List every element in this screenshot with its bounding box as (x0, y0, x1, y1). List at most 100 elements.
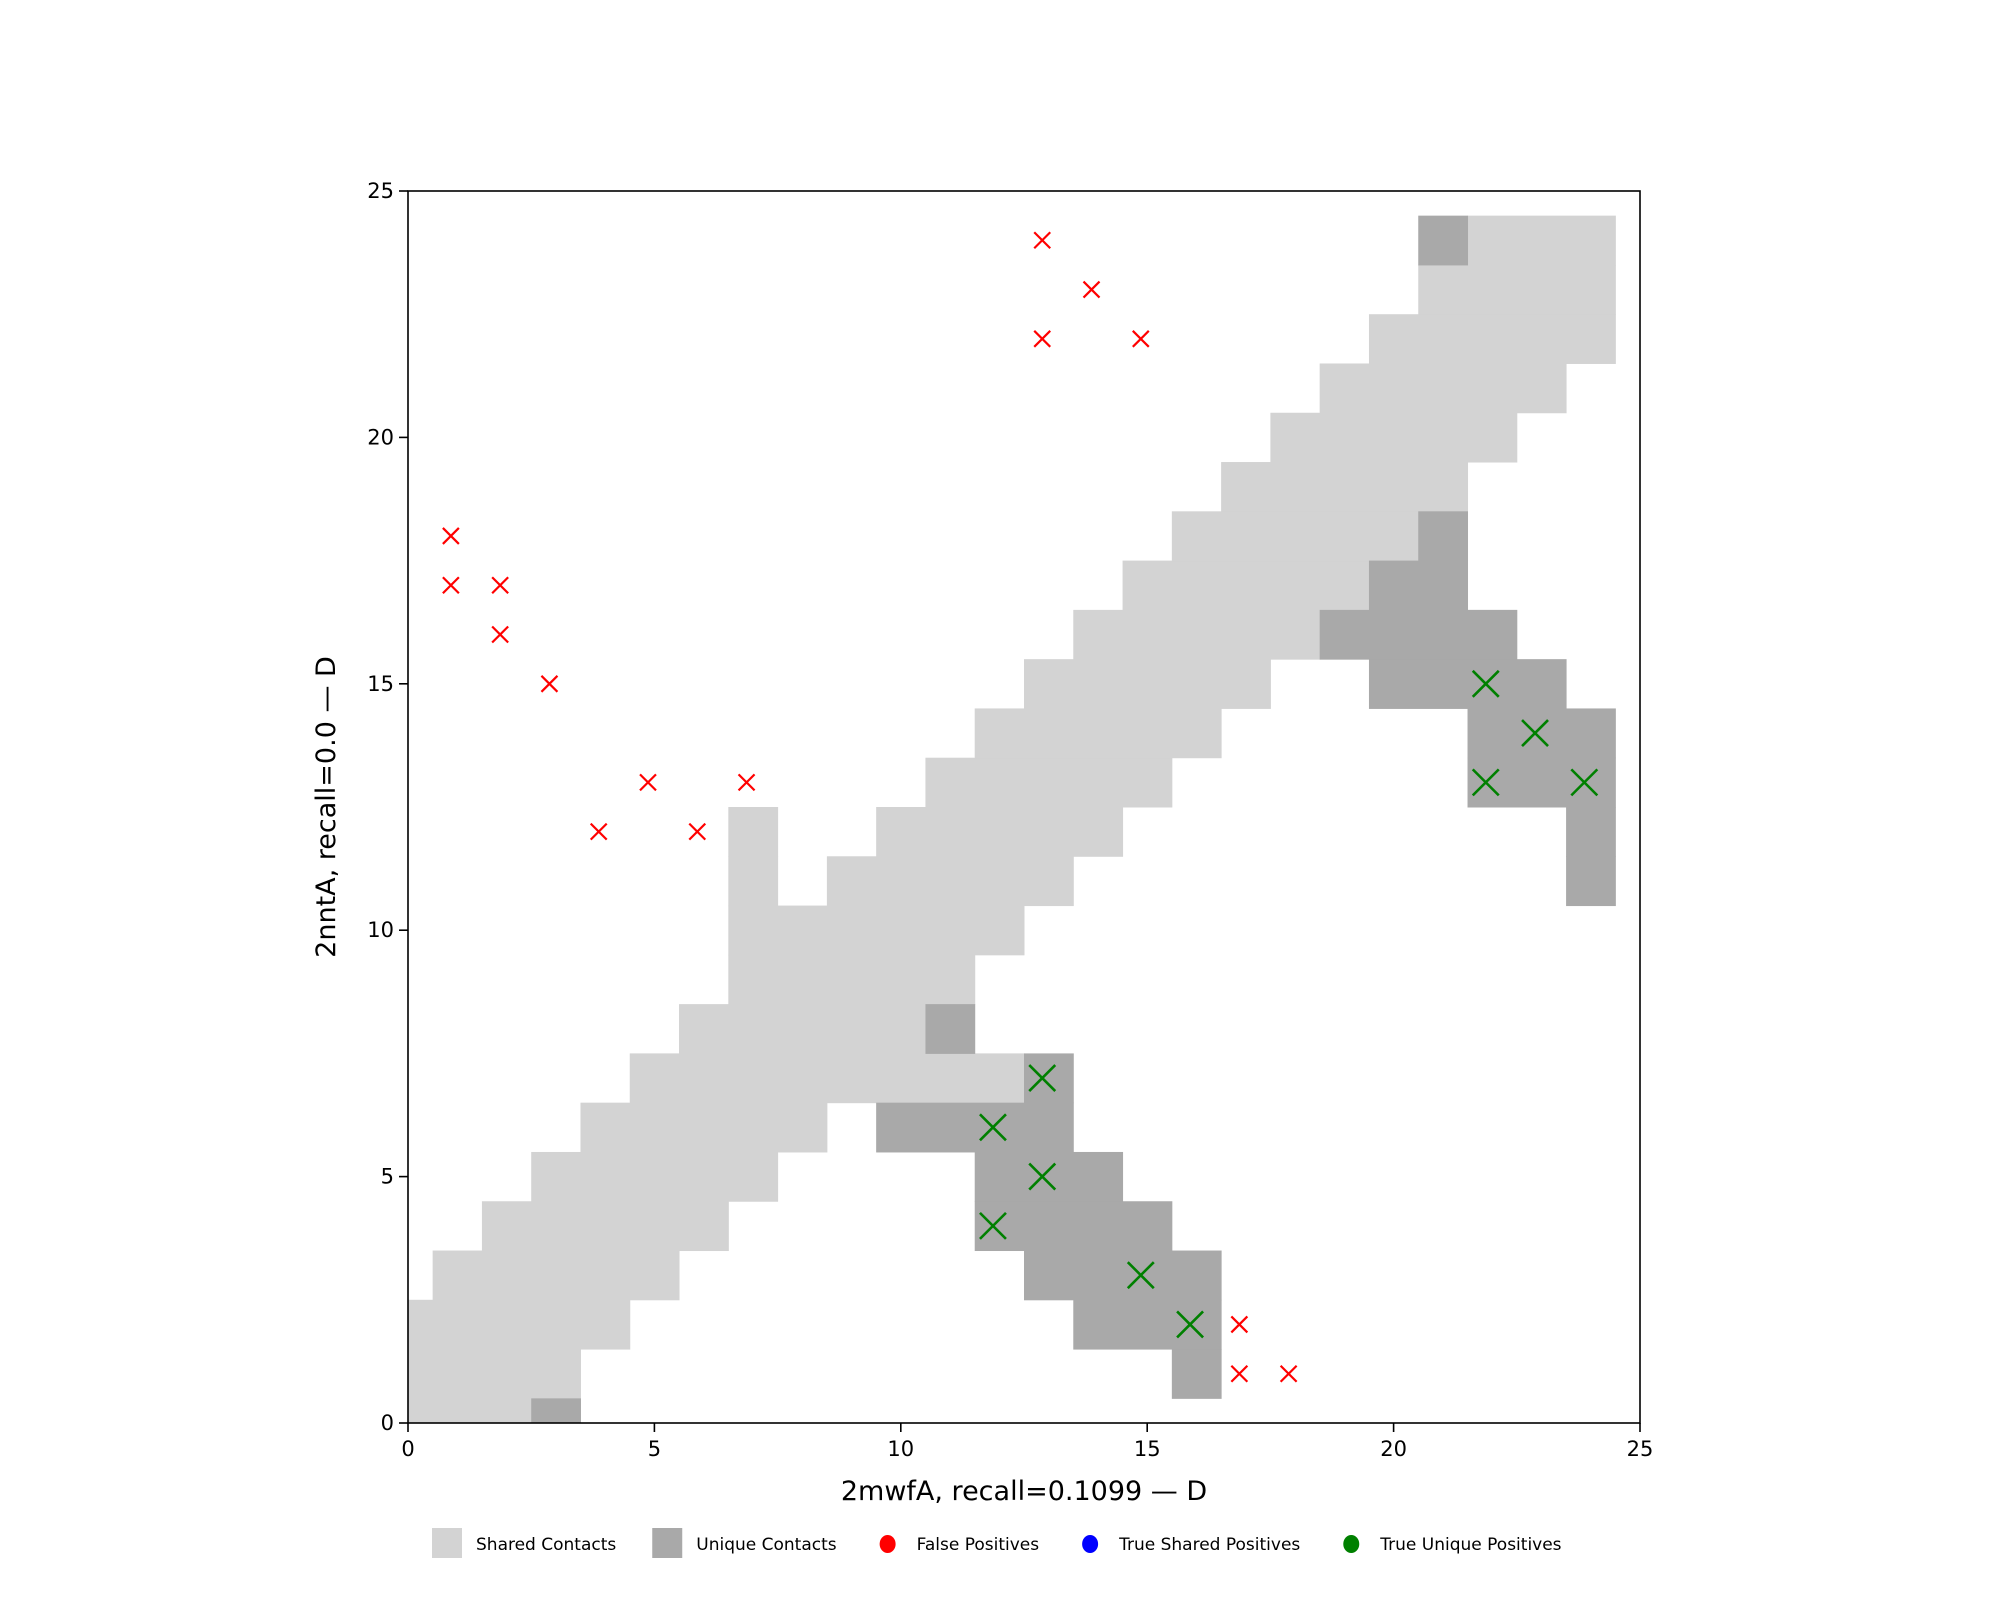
legend-item-shared-contacts: Shared Contacts (432, 1528, 616, 1558)
false-positive-marker (1230, 1364, 1249, 1383)
unique-contact-cell (1418, 511, 1469, 562)
unique-contact-cell (1024, 1053, 1074, 1104)
unique-contact-cell (1368, 560, 1469, 611)
x-tick-label: 10 (887, 1437, 914, 1461)
shared-contact-cell (1024, 659, 1271, 709)
true-unique-positive-marker (979, 1113, 1007, 1142)
false-positive-marker (491, 576, 509, 595)
y-tick-label: 15 (367, 672, 394, 696)
false-positive-marker (1033, 231, 1052, 250)
false-positive-marker (1279, 1364, 1298, 1383)
false-positive-marker (688, 822, 707, 841)
unique-contact-cell (974, 1201, 1173, 1252)
x-tick-label: 0 (401, 1437, 414, 1461)
x-tick-label: 20 (1380, 1437, 1407, 1461)
shared-contact-cell (1319, 363, 1567, 414)
x-tick-label: 25 (1627, 1437, 1654, 1461)
axis-ticks: 0 5 10 15 20 25 0 5 10 15 20 25 (367, 179, 1653, 1461)
false-positive-marker (491, 625, 509, 644)
shared-contact-cell (1122, 560, 1370, 611)
shared-contact-cell (531, 1151, 779, 1202)
legend-item-true-unique-positives: True Unique Positives (1343, 1535, 1562, 1555)
legend-item-unique-contacts: Unique Contacts (652, 1528, 837, 1558)
legend-item-true-shared-positives: True Shared Positives (1082, 1535, 1300, 1555)
legend-swatch (652, 1528, 683, 1558)
unique-contact-cell (1566, 807, 1616, 857)
y-tick-label: 10 (367, 918, 394, 942)
shared-contact-cell (728, 856, 779, 907)
unique-contact-cell (1418, 215, 1469, 266)
shared-contact-cell (876, 807, 1124, 857)
shared-contact-cell (679, 1004, 926, 1054)
shared-contact-cell (728, 807, 779, 857)
unique-contact-cell (974, 1151, 1124, 1202)
shared-contact-cell (728, 905, 1025, 956)
true-unique-positive-marker (1126, 1261, 1155, 1290)
legend-label: True Unique Positives (1379, 1535, 1561, 1555)
true-unique-positive-marker (1471, 768, 1500, 797)
unique-contact-cell (1073, 1299, 1222, 1350)
true-unique-positive-marker (1521, 719, 1549, 747)
true-unique-positive-marker (979, 1211, 1007, 1240)
shared-contact-cell (974, 708, 1222, 759)
shared-contact-cell (1270, 412, 1518, 463)
legend-swatch (432, 1528, 462, 1558)
unique-contact-cell (531, 1398, 581, 1424)
unique-contact-cell (876, 1102, 1074, 1153)
legend-dot (1343, 1535, 1360, 1553)
false-positive-marker (589, 822, 608, 841)
true-unique-positive-marker (1028, 1162, 1057, 1191)
true-unique-positive-marker (1176, 1310, 1204, 1339)
x-tick-label: 5 (648, 1437, 661, 1461)
false-positive-marker (442, 576, 460, 595)
plot-frame (407, 190, 1641, 1424)
shared-contact-cell (432, 1250, 680, 1301)
shared-contact-cell (1418, 264, 1616, 315)
shared-contact-cell (826, 856, 1074, 907)
legend-label: False Positives (917, 1535, 1040, 1555)
shared-contact-cell (1221, 462, 1469, 512)
legend-dot (1082, 1535, 1099, 1553)
shared-contact-cell (408, 1299, 631, 1350)
shared-contact-cell (728, 954, 976, 1005)
unique-contact-cell (1171, 1349, 1222, 1399)
shared-contact-cell (481, 1201, 729, 1252)
y-axis-label: 2nntA, recall=0.0 — D (311, 656, 342, 958)
legend: Shared Contacts Unique Contacts False Posi… (432, 1528, 1562, 1558)
x-tick-label: 15 (1134, 1437, 1161, 1461)
unique-contact-cell (925, 1004, 976, 1054)
unique-contact-cell (1467, 757, 1616, 808)
shared-contact-cell (1368, 314, 1616, 364)
false-positive-marker (1132, 330, 1150, 348)
false-positive-marker (540, 675, 559, 693)
shared-contact-cell (580, 1102, 828, 1153)
true-unique-positive-marker (1028, 1064, 1057, 1092)
shared-contact-cell (408, 1349, 581, 1399)
false-positive-marker (442, 527, 460, 545)
shared-contact-cell (629, 1053, 1025, 1104)
shared-contact-cell (1467, 215, 1616, 266)
markers-layer (442, 231, 1599, 1383)
cells-layer (408, 215, 1616, 1424)
unique-contact-cell (1319, 609, 1518, 660)
y-tick-label: 20 (367, 425, 394, 449)
unique-contact-cell (1368, 659, 1567, 709)
y-tick-label: 5 (381, 1165, 394, 1189)
shared-contact-cell (1171, 511, 1419, 562)
legend-label: Shared Contacts (476, 1535, 616, 1555)
true-unique-positive-marker (1471, 669, 1500, 698)
false-positive-marker (639, 773, 657, 792)
legend-label: True Shared Positives (1118, 1535, 1300, 1555)
false-positive-marker (1033, 330, 1052, 348)
y-tick-label: 25 (367, 179, 394, 203)
shared-contact-cell (925, 757, 1173, 808)
unique-contact-cell (1024, 1250, 1222, 1301)
false-positive-marker (737, 773, 756, 792)
false-positive-marker (1082, 280, 1101, 299)
unique-contact-cell (1566, 856, 1616, 907)
false-positive-marker (1230, 1315, 1249, 1334)
shared-contact-cell (1073, 609, 1321, 660)
unique-contact-cell (1467, 708, 1616, 759)
legend-label: Unique Contacts (696, 1535, 837, 1555)
